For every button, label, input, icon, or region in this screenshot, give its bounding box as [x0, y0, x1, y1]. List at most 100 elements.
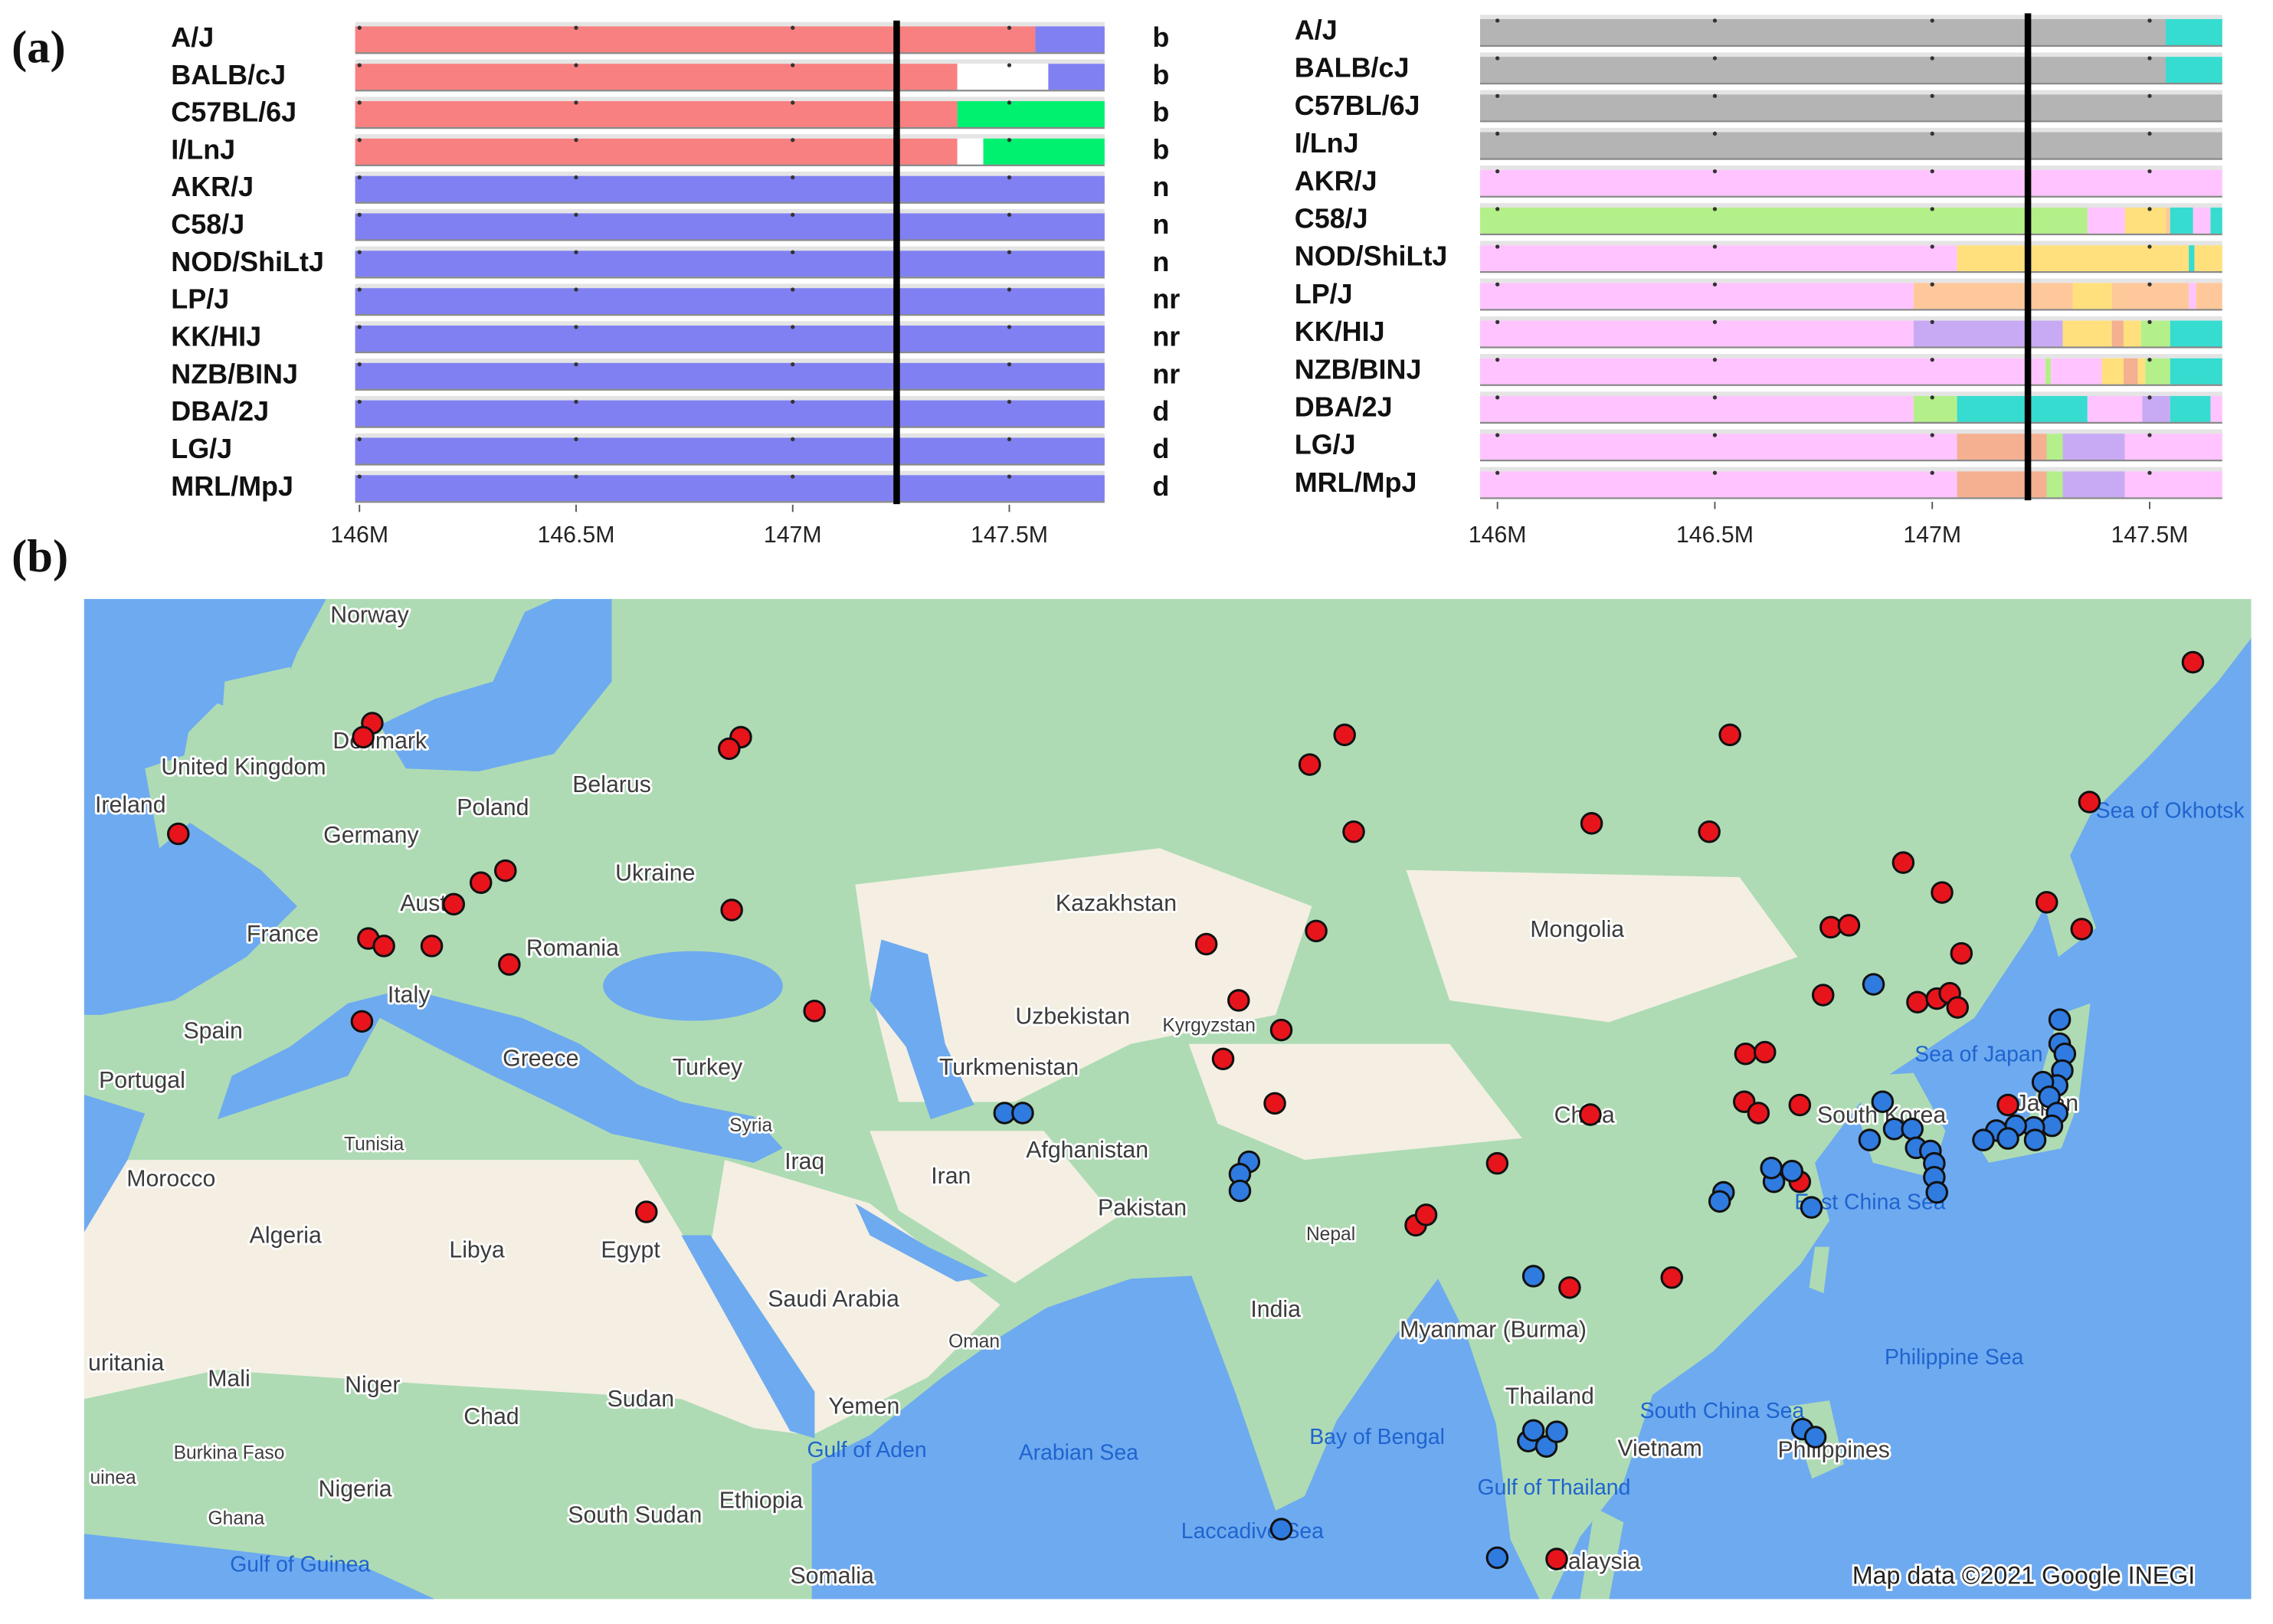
- row-track: [355, 208, 1105, 214]
- haplotype-segment: [2072, 283, 2112, 309]
- sample-site: [1871, 1090, 1895, 1114]
- map-credit: Map data ©2021 Google INEGI: [1852, 1562, 2195, 1590]
- country-label: Syria: [729, 1115, 772, 1136]
- country-label: Turkey: [673, 1055, 743, 1080]
- haplotype-segment: [1913, 283, 2073, 309]
- country-label: Denmark: [332, 729, 427, 754]
- row-track: [1479, 241, 2222, 246]
- country-label: Aust: [400, 891, 447, 916]
- haplotype-segment: [2101, 358, 2124, 385]
- sample-site: [1698, 820, 1721, 843]
- haplotype-segment: [2124, 434, 2222, 460]
- strain-label: BALB/cJ: [171, 59, 286, 90]
- row-tick-dot: [2147, 470, 2152, 475]
- allele-label: d: [1152, 433, 1169, 464]
- haplotype-segment: [2062, 434, 2125, 460]
- water-label: Sea of Okhotsk: [2096, 799, 2245, 823]
- row-tick-dot: [1712, 433, 1718, 437]
- sample-site: [420, 935, 444, 958]
- strain-label: A/J: [1295, 14, 1338, 45]
- sample-site: [2035, 891, 2058, 914]
- row-tick-dot: [1007, 63, 1012, 67]
- sample-site: [1718, 723, 1741, 747]
- haplotype-segment: [355, 400, 1105, 427]
- row-tick-dot: [1930, 433, 1934, 437]
- haplotype-segment: [1479, 471, 1957, 498]
- haplotype-segment: [2189, 245, 2195, 272]
- row-tick-dot: [1495, 169, 1500, 174]
- sample-site: [1891, 851, 1915, 874]
- row-tick-dot: [357, 138, 362, 142]
- strain-label: DBA/2J: [1295, 391, 1393, 422]
- haplotype-segment: [1035, 26, 1105, 53]
- haplotype-segment: [2137, 358, 2146, 385]
- row-tick-dot: [1495, 319, 1500, 325]
- row-tick-dot: [574, 25, 578, 30]
- sample-site: [1780, 1159, 1803, 1183]
- sample-site: [372, 935, 395, 958]
- haplotype-segment: [355, 475, 1105, 502]
- haplotype-segment: [2165, 207, 2170, 234]
- water-label: Gulf of Guinea: [230, 1552, 370, 1577]
- sample-site: [1708, 1190, 1731, 1213]
- row-tick-dot: [357, 362, 362, 367]
- sample-site: [494, 859, 517, 882]
- sample-site: [634, 1200, 658, 1223]
- sample-site: [1753, 1040, 1777, 1064]
- row-tick-dot: [574, 138, 578, 142]
- country-label: Ghana: [208, 1508, 265, 1529]
- haplotype-segment: [1479, 94, 2222, 121]
- country-label: Saudi Arabia: [768, 1287, 899, 1312]
- row-tick-dot: [791, 250, 795, 254]
- sample-site: [1342, 820, 1365, 843]
- sample-site: [1996, 1127, 2019, 1150]
- row-tick-dot: [2147, 357, 2152, 362]
- sample-site: [720, 899, 743, 922]
- strain-label: NZB/BINJ: [171, 358, 298, 389]
- haplotype-segment: [1479, 132, 2222, 159]
- row-tick-dot: [1712, 18, 1718, 23]
- sample-site: [1972, 1128, 1995, 1151]
- strain-label: LG/J: [171, 433, 232, 464]
- haplotype-segment: [355, 26, 1036, 53]
- sample-site: [1747, 1102, 1770, 1125]
- row-tick-dot: [1930, 56, 1934, 61]
- water-label: South China Sea: [1640, 1399, 1805, 1423]
- strain-label: NOD/ShiLtJ: [171, 246, 324, 277]
- strain-label: KK/HIJ: [171, 321, 261, 352]
- row-tick-dot: [574, 399, 578, 404]
- row-tick-dot: [791, 25, 795, 30]
- water-label: Gulf of Aden: [807, 1438, 926, 1462]
- sample-site: [1734, 1042, 1757, 1066]
- sample-site: [442, 892, 466, 916]
- country-label: Romania: [526, 936, 619, 961]
- sample-site: [1227, 989, 1250, 1012]
- strain-label: LP/J: [171, 283, 229, 315]
- sample-site: [2048, 1008, 2072, 1031]
- row-tick-dot: [791, 474, 795, 479]
- row-tick-dot: [2147, 56, 2152, 61]
- country-label: Afghanistan: [1026, 1138, 1148, 1163]
- sample-site: [1950, 941, 1973, 965]
- row-tick-dot: [1712, 282, 1718, 286]
- row-tick-dot: [791, 138, 795, 142]
- country-label: Portugal: [99, 1068, 185, 1093]
- haplotype-segment: [1913, 320, 2063, 347]
- row-track: [1479, 127, 2222, 133]
- sample-site: [1803, 1426, 1827, 1449]
- strain-label: AKR/J: [1295, 165, 1377, 196]
- haplotype-segment: [2193, 207, 2211, 234]
- row-tick-dot: [1930, 131, 1934, 136]
- row-tick-dot: [1712, 470, 1718, 475]
- country-label: Iran: [931, 1164, 971, 1189]
- row-tick-dot: [1007, 250, 1012, 254]
- row-track: [1479, 52, 2222, 57]
- row-tick-dot: [357, 63, 362, 67]
- sample-site: [1545, 1420, 1568, 1443]
- x-tick-label: 146.5M: [538, 522, 615, 548]
- row-tick-dot: [574, 437, 578, 441]
- haplotype-segment: [957, 64, 1049, 90]
- country-label: Germany: [323, 823, 419, 848]
- row-track: [1479, 316, 2222, 321]
- country-label: Norway: [330, 603, 409, 628]
